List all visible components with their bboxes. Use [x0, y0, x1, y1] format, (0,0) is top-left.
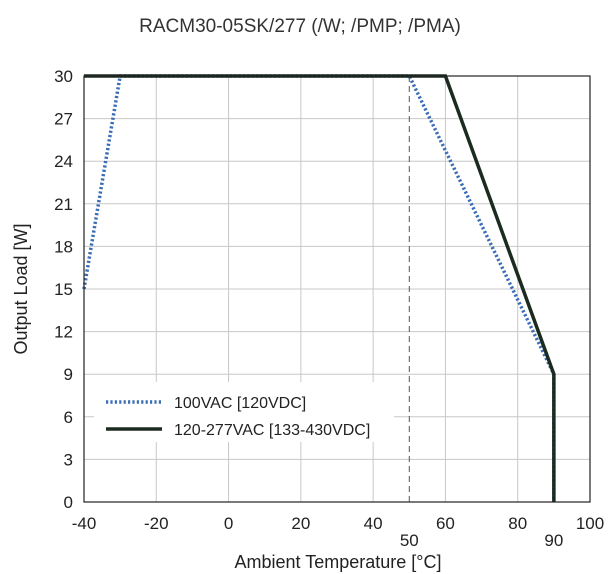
- y-tick-label: 12: [54, 323, 73, 342]
- x-axis-title: Ambient Temperature [°C]: [235, 552, 442, 572]
- x-tick-label: 60: [436, 514, 455, 533]
- y-tick-label: 24: [54, 152, 73, 171]
- x-tick-label: 20: [291, 514, 310, 533]
- y-axis-title: Output Load [W]: [11, 223, 31, 354]
- legend-background: [94, 382, 394, 442]
- y-tick-labels: 0 3 6 9 12 15 18 21 24 27 30: [54, 67, 73, 512]
- chart-title: RACM30-05SK/277 (/W; /PMP; /PMA): [139, 16, 461, 37]
- x-tick-labels: -40 -20 0 20 40 60 80 100 50 90: [72, 514, 604, 550]
- legend-label: 100VAC [120VDC]: [174, 395, 306, 412]
- y-tick-label: 15: [54, 280, 73, 299]
- y-tick-label: 9: [64, 365, 73, 384]
- x-tick-label: 0: [224, 514, 233, 533]
- y-tick-label: 6: [64, 408, 73, 427]
- x-tick-label: -20: [144, 514, 169, 533]
- x-marker-label: 90: [544, 531, 563, 550]
- plot-frame: [83, 75, 591, 503]
- x-marker-label: 50: [400, 531, 419, 550]
- y-tick-label: 27: [54, 110, 73, 129]
- y-tick-label: 21: [54, 195, 73, 214]
- y-tick-label: 3: [64, 450, 73, 469]
- y-tick-label: 0: [64, 493, 73, 512]
- legend: 100VAC [120VDC] 120-277VAC [133-430VDC]: [106, 395, 370, 439]
- x-tick-label: 40: [364, 514, 383, 533]
- legend-label: 120-277VAC [133-430VDC]: [174, 422, 370, 439]
- y-tick-label: 18: [54, 237, 73, 256]
- x-tick-label: -40: [72, 514, 97, 533]
- x-tick-label: 80: [508, 514, 527, 533]
- x-tick-label: 100: [576, 514, 604, 533]
- y-tick-label: 30: [54, 67, 73, 86]
